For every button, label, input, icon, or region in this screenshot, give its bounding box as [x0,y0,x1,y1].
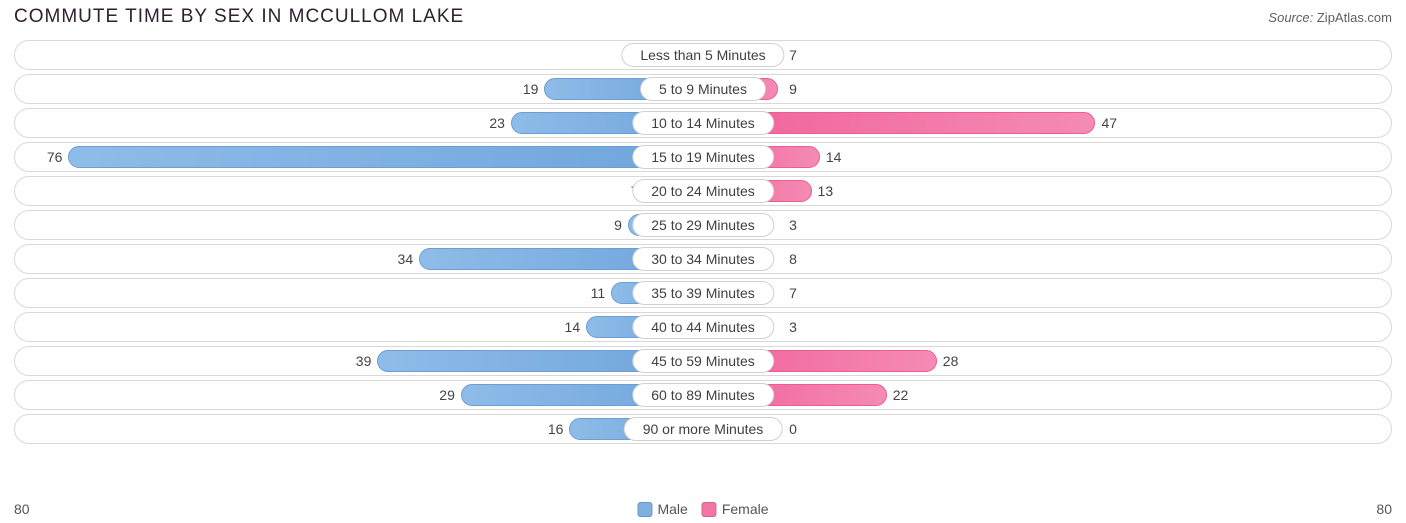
male-value: 9 [614,217,622,233]
female-value: 3 [789,319,797,335]
axis-right-max: 80 [1376,501,1392,517]
source-label: Source: [1268,10,1313,25]
chart-header: COMMUTE TIME BY SEX IN MCCULLOM LAKE Sou… [0,0,1406,32]
category-pill: 10 to 14 Minutes [632,111,774,135]
chart-row: 14 3 40 to 44 Minutes [14,312,1392,342]
female-value: 3 [789,217,797,233]
male-swatch-icon [637,502,652,517]
legend-item-female: Female [702,501,769,517]
male-value: 19 [523,81,539,97]
category-pill: 30 to 34 Minutes [632,247,774,271]
chart-title: COMMUTE TIME BY SEX IN MCCULLOM LAKE [14,6,464,28]
male-value: 39 [356,353,372,369]
female-value: 7 [789,285,797,301]
male-value: 14 [565,319,581,335]
female-value: 7 [789,47,797,63]
male-value: 29 [439,387,455,403]
source-name: ZipAtlas.com [1317,10,1392,25]
female-value: 8 [789,251,797,267]
chart-row: 37Less than 5 Minutes [14,40,1392,70]
female-value: 9 [789,81,797,97]
legend-item-male: Male [637,501,687,517]
female-value: 22 [893,387,909,403]
female-value: 13 [818,183,834,199]
female-value: 0 [789,421,797,437]
chart-area: 3 7 Less than 5 Minutes 19 9 5 to 9 Minutes 23… [0,32,1406,444]
chart-footer: 80 Male Female 80 [14,501,1392,517]
chart-row: 76 14 15 to 19 Minutes [14,142,1392,172]
chart-row: 11 7 35 to 39 Minutes [14,278,1392,308]
male-value: 16 [548,421,564,437]
legend-female-label: Female [722,501,769,517]
category-pill: 60 to 89 Minutes [632,383,774,407]
female-swatch-icon [702,502,717,517]
female-value: 47 [1101,115,1117,131]
category-pill: 90 or more Minutes [624,417,783,441]
male-value: 34 [398,251,414,267]
category-pill: 5 to 9 Minutes [640,77,766,101]
male-value: 11 [591,285,606,301]
axis-left-max: 80 [14,501,30,517]
chart-row: 19 9 5 to 9 Minutes [14,74,1392,104]
chart-row: 29 22 60 to 89 Minutes [14,380,1392,410]
chart-row: 9 3 25 to 29 Minutes [14,210,1392,240]
category-pill: Less than 5 Minutes [621,43,784,67]
category-pill: 35 to 39 Minutes [632,281,774,305]
male-bar [68,146,703,168]
legend-male-label: Male [657,501,687,517]
chart-row: 71320 to 24 Minutes [14,176,1392,206]
male-value: 76 [47,149,63,165]
female-value: 28 [943,353,959,369]
category-pill: 40 to 44 Minutes [632,315,774,339]
chart-row: 34 8 30 to 34 Minutes [14,244,1392,274]
category-pill: 20 to 24 Minutes [632,179,774,203]
chart-source: Source: ZipAtlas.com [1268,10,1392,25]
category-pill: 15 to 19 Minutes [632,145,774,169]
chart-row: 23 47 10 to 14 Minutes [14,108,1392,138]
chart-row: 16 0 90 or more Minutes [14,414,1392,444]
male-value: 23 [489,115,505,131]
chart-row: 39 28 45 to 59 Minutes [14,346,1392,376]
category-pill: 25 to 29 Minutes [632,213,774,237]
legend: Male Female [637,501,768,517]
category-pill: 45 to 59 Minutes [632,349,774,373]
female-value: 14 [826,149,842,165]
